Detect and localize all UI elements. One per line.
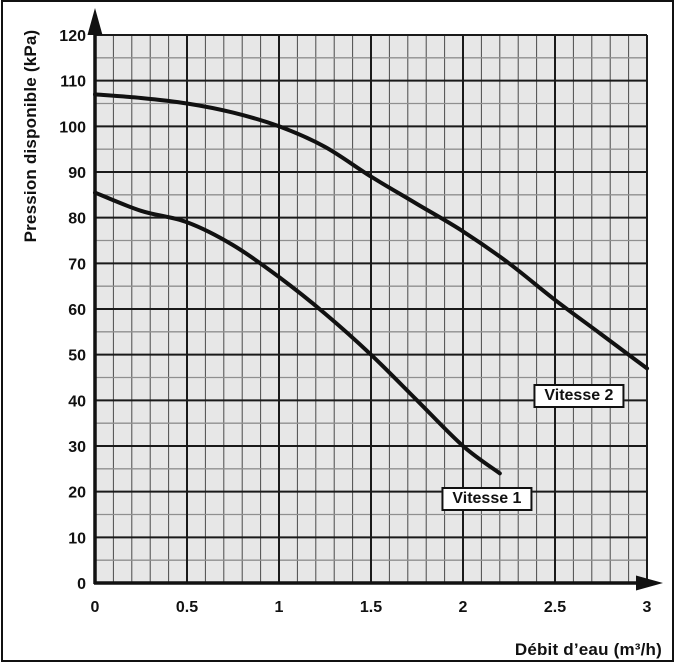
x-axis-arrow-icon: [636, 575, 663, 591]
y-tick-label: 40: [68, 393, 86, 410]
y-tick-label: 110: [60, 74, 86, 91]
curve-vitesse-1: [93, 190, 502, 476]
y-axis-arrow-icon: [87, 8, 103, 35]
y-tick-label: 10: [68, 530, 86, 547]
x-tick-label: 0: [91, 599, 100, 616]
x-axis-title: Débit d’eau (m³/h): [514, 640, 662, 659]
y-tick-label: 50: [68, 348, 86, 365]
x-tick-label: 2: [459, 599, 468, 616]
x-tick-label: 0.5: [176, 599, 198, 616]
curve-label-vitesse-1: Vitesse 1: [441, 486, 533, 511]
y-tick-label: 80: [68, 211, 86, 228]
curve-label-vitesse-2: Vitesse 2: [533, 383, 625, 408]
x-tick-label: 2.5: [544, 599, 566, 616]
y-tick-label: 20: [68, 485, 86, 502]
y-tick-label: 90: [68, 165, 86, 182]
y-tick-label: 100: [59, 119, 86, 136]
curve-vitesse-2: [93, 92, 649, 371]
y-tick-label: 70: [68, 256, 86, 273]
x-tick-label: 1: [275, 599, 284, 616]
y-tick-label: 60: [68, 302, 86, 319]
y-tick-label: 30: [68, 439, 86, 456]
y-tick-label: 120: [59, 28, 86, 45]
y-tick-label: 0: [77, 576, 86, 593]
x-tick-label: 1.5: [360, 599, 382, 616]
y-axis-title: Pression disponible (kPa): [21, 29, 40, 243]
x-tick-label: 3: [643, 599, 652, 616]
